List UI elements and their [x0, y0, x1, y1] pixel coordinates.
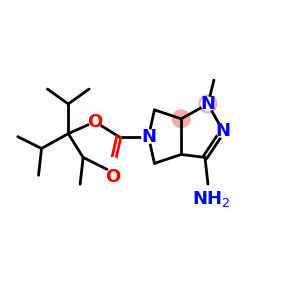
Text: N: N [200, 95, 215, 113]
Text: N: N [141, 128, 156, 146]
Circle shape [198, 94, 218, 113]
Text: N: N [215, 122, 230, 140]
Circle shape [88, 115, 102, 128]
Circle shape [106, 157, 119, 170]
Circle shape [172, 109, 191, 128]
Circle shape [141, 129, 156, 144]
Text: NH$_2$: NH$_2$ [192, 189, 230, 208]
Circle shape [200, 97, 215, 111]
Circle shape [215, 123, 230, 138]
Text: O: O [105, 168, 121, 186]
Text: O: O [87, 113, 103, 131]
